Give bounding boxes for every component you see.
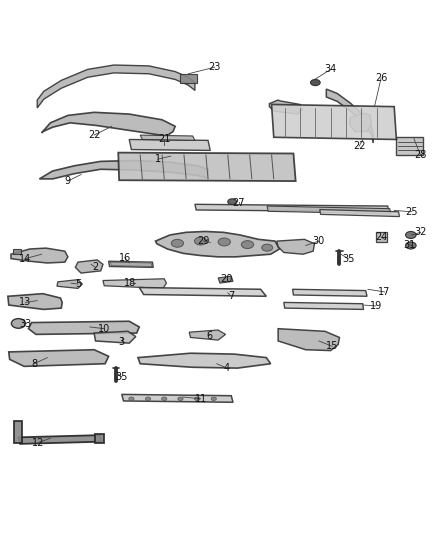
- Polygon shape: [95, 434, 104, 442]
- Text: 19: 19: [370, 301, 382, 311]
- Polygon shape: [75, 260, 103, 273]
- Text: 33: 33: [19, 319, 32, 329]
- Ellipse shape: [211, 397, 216, 400]
- Text: 1: 1: [155, 154, 161, 164]
- Polygon shape: [42, 112, 175, 136]
- Text: 10: 10: [98, 324, 110, 334]
- Text: 22: 22: [88, 130, 100, 140]
- Text: 27: 27: [233, 198, 245, 208]
- Text: 17: 17: [378, 287, 391, 297]
- Polygon shape: [138, 353, 271, 368]
- Text: 21: 21: [158, 134, 170, 144]
- Ellipse shape: [311, 79, 320, 86]
- Text: 4: 4: [224, 363, 230, 373]
- Polygon shape: [320, 209, 399, 216]
- Text: 22: 22: [353, 141, 365, 151]
- Polygon shape: [140, 135, 195, 140]
- Ellipse shape: [241, 241, 254, 248]
- Polygon shape: [18, 435, 102, 444]
- Text: 35: 35: [342, 254, 354, 264]
- Text: 8: 8: [31, 359, 37, 369]
- Polygon shape: [326, 89, 373, 143]
- Polygon shape: [267, 206, 391, 214]
- Ellipse shape: [194, 237, 207, 245]
- Polygon shape: [180, 74, 197, 83]
- Text: 9: 9: [65, 176, 71, 186]
- Text: 15: 15: [326, 341, 338, 351]
- Polygon shape: [122, 394, 233, 402]
- Polygon shape: [129, 140, 210, 150]
- Polygon shape: [8, 294, 62, 310]
- Ellipse shape: [178, 397, 183, 400]
- Polygon shape: [139, 287, 266, 296]
- Text: 32: 32: [414, 228, 427, 237]
- Polygon shape: [57, 280, 82, 288]
- Polygon shape: [195, 204, 389, 212]
- Ellipse shape: [261, 244, 272, 251]
- Polygon shape: [39, 160, 208, 179]
- Polygon shape: [272, 104, 396, 140]
- Text: 31: 31: [403, 240, 416, 249]
- Polygon shape: [396, 138, 423, 155]
- Text: 28: 28: [414, 150, 427, 160]
- Polygon shape: [110, 262, 152, 266]
- Text: 5: 5: [75, 279, 81, 289]
- Text: 34: 34: [325, 64, 337, 75]
- Polygon shape: [155, 231, 279, 257]
- Ellipse shape: [145, 397, 151, 400]
- Polygon shape: [37, 65, 195, 108]
- Text: 29: 29: [198, 236, 210, 246]
- Text: 7: 7: [228, 291, 234, 301]
- Text: 6: 6: [206, 330, 212, 341]
- Ellipse shape: [406, 231, 416, 238]
- Ellipse shape: [162, 397, 167, 400]
- Text: 35: 35: [116, 372, 128, 382]
- Polygon shape: [277, 239, 314, 254]
- Text: 30: 30: [313, 236, 325, 246]
- Text: 18: 18: [124, 278, 137, 288]
- Ellipse shape: [171, 239, 184, 247]
- Polygon shape: [13, 249, 21, 254]
- Polygon shape: [14, 421, 22, 442]
- Ellipse shape: [218, 238, 230, 246]
- Text: 20: 20: [221, 274, 233, 284]
- Text: 25: 25: [406, 207, 418, 217]
- Ellipse shape: [228, 199, 237, 205]
- Polygon shape: [218, 276, 233, 283]
- Polygon shape: [94, 332, 136, 343]
- Ellipse shape: [406, 242, 416, 249]
- Text: 3: 3: [119, 337, 125, 347]
- Text: 16: 16: [119, 253, 131, 263]
- Polygon shape: [293, 289, 367, 296]
- Ellipse shape: [11, 319, 25, 328]
- Text: 26: 26: [375, 73, 387, 83]
- Text: 12: 12: [32, 438, 45, 448]
- Polygon shape: [103, 279, 166, 288]
- Polygon shape: [11, 248, 68, 263]
- Polygon shape: [350, 113, 371, 132]
- Polygon shape: [376, 232, 387, 243]
- Text: 23: 23: [208, 62, 221, 72]
- Polygon shape: [278, 329, 339, 351]
- Polygon shape: [118, 152, 296, 181]
- Polygon shape: [9, 350, 109, 366]
- Polygon shape: [269, 100, 302, 114]
- Ellipse shape: [194, 397, 200, 400]
- Text: 24: 24: [375, 232, 387, 242]
- Polygon shape: [284, 302, 364, 310]
- Ellipse shape: [129, 397, 134, 400]
- Text: 13: 13: [19, 297, 32, 308]
- Polygon shape: [109, 261, 153, 268]
- Polygon shape: [28, 321, 139, 334]
- Polygon shape: [189, 330, 226, 340]
- Text: 14: 14: [19, 254, 32, 264]
- Text: 2: 2: [92, 262, 99, 272]
- Text: 11: 11: [194, 394, 207, 404]
